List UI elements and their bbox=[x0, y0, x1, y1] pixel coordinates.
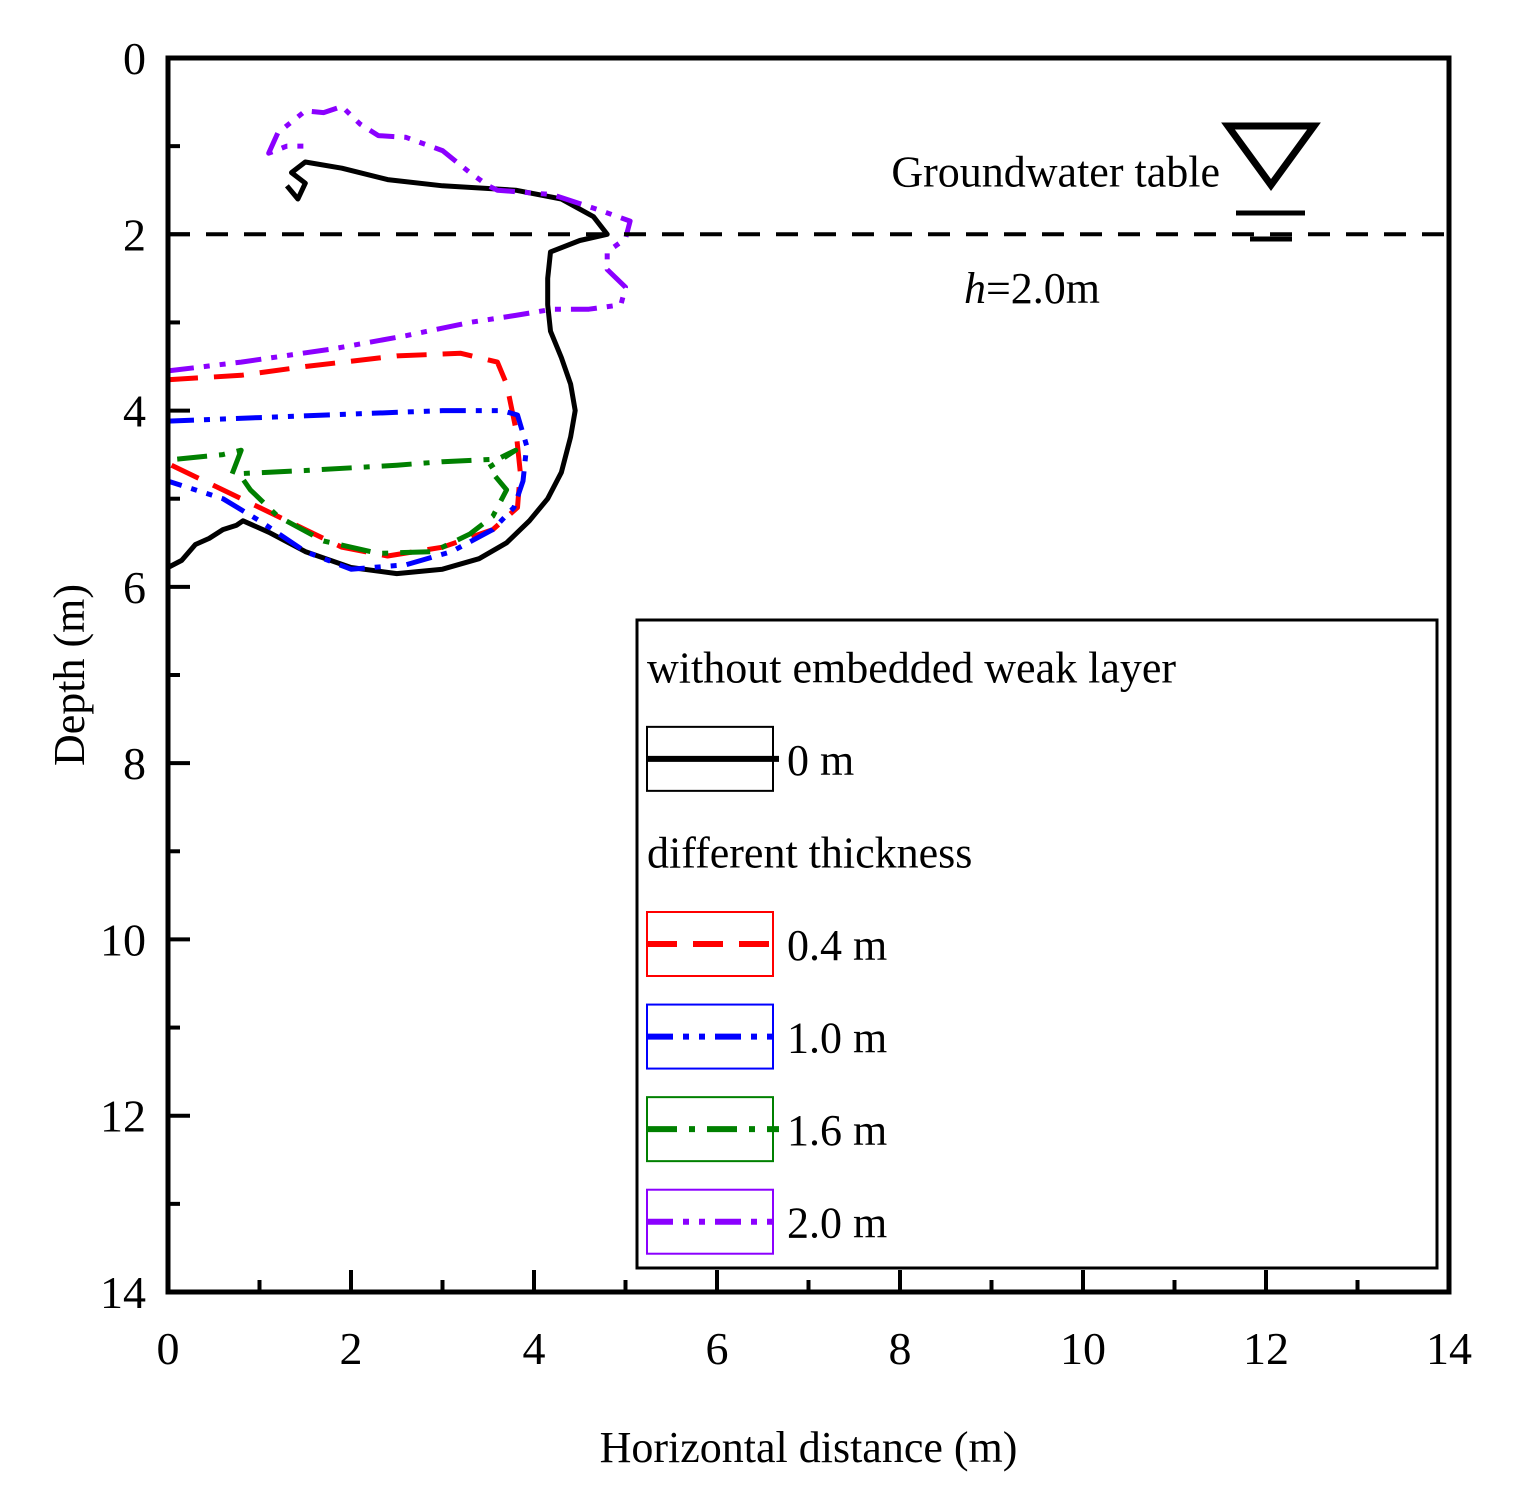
legend-entry-label: 1.0 m bbox=[787, 1014, 887, 1063]
groundwater-label: Groundwater table bbox=[891, 147, 1220, 196]
x-tick-label: 12 bbox=[1243, 1323, 1289, 1374]
series-line-3 bbox=[176, 447, 519, 556]
y-tick-label: 14 bbox=[100, 1267, 146, 1318]
x-tick-label: 14 bbox=[1426, 1323, 1472, 1374]
legend-entry-label: 0.4 m bbox=[787, 921, 887, 970]
series-line-0 bbox=[166, 159, 610, 577]
legend: without embedded weak layer 0 m different … bbox=[635, 618, 1439, 1270]
y-tick-label: 12 bbox=[100, 1091, 146, 1142]
x-tick-label: 6 bbox=[706, 1323, 729, 1374]
y-tick-label: 0 bbox=[123, 33, 146, 84]
series-line-4 bbox=[167, 104, 633, 374]
water-level-symbol: h bbox=[964, 264, 986, 313]
water-table-triangle-icon bbox=[1221, 122, 1321, 191]
legend-box bbox=[635, 618, 1439, 1270]
y-tick-label: 6 bbox=[123, 562, 146, 613]
x-tick-label: 2 bbox=[340, 1323, 363, 1374]
legend-entry-label: 1.6 m bbox=[787, 1106, 887, 1155]
x-tick-label: 10 bbox=[1060, 1323, 1106, 1374]
y-tick-label: 10 bbox=[100, 914, 146, 965]
y-tick-label: 2 bbox=[123, 209, 146, 260]
water-level-label: h=2.0m bbox=[964, 264, 1100, 313]
legend-heading: different thickness bbox=[647, 828, 972, 877]
y-tick-label: 4 bbox=[123, 386, 146, 437]
legend-heading: without embedded weak layer bbox=[647, 643, 1176, 692]
x-tick-label: 4 bbox=[523, 1323, 546, 1374]
legend-entry-label: 0 m bbox=[787, 736, 854, 785]
legend-entry-label: 2.0 m bbox=[787, 1199, 887, 1248]
x-axis-title: Horizontal distance (m) bbox=[600, 1423, 1018, 1472]
water-level-value: =2.0m bbox=[986, 264, 1100, 313]
y-tick-label: 8 bbox=[123, 738, 146, 789]
groundwater-annotation: Groundwater table h=2.0m bbox=[168, 122, 1449, 313]
series-line-2 bbox=[167, 408, 530, 572]
y-axis-title: Depth (m) bbox=[45, 584, 94, 766]
x-tick-label: 0 bbox=[157, 1323, 180, 1374]
series-line-1 bbox=[166, 350, 523, 559]
x-tick-label: 8 bbox=[889, 1323, 912, 1374]
series-layer bbox=[166, 104, 633, 577]
